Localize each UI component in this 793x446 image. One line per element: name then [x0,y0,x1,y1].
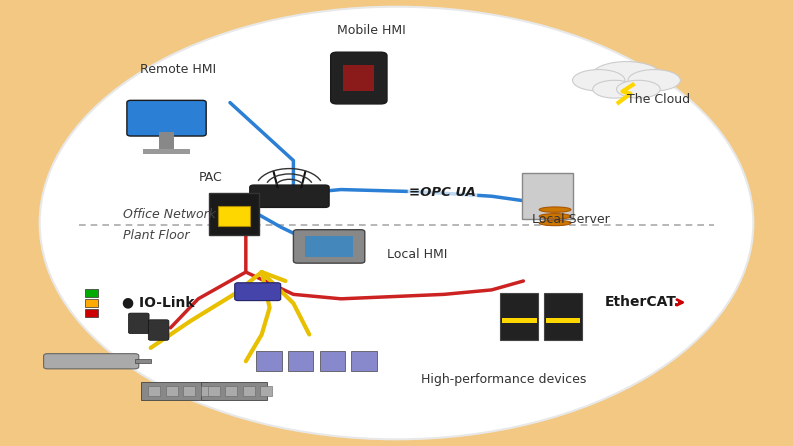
Bar [208,386,220,396]
FancyBboxPatch shape [288,351,313,371]
FancyBboxPatch shape [235,283,281,301]
FancyBboxPatch shape [500,293,538,340]
Bar [343,65,374,91]
FancyBboxPatch shape [44,354,139,369]
Bar [85,309,98,317]
Ellipse shape [592,62,661,90]
Ellipse shape [617,80,661,98]
Ellipse shape [539,220,571,226]
FancyBboxPatch shape [256,351,282,371]
Text: The Cloud: The Cloud [626,92,690,106]
FancyBboxPatch shape [351,351,377,371]
Bar [183,386,195,396]
Bar [243,386,255,396]
Text: Mobile HMI: Mobile HMI [337,24,405,37]
FancyBboxPatch shape [218,206,250,226]
Text: Remote HMI: Remote HMI [140,62,216,76]
Bar [135,359,151,363]
Ellipse shape [539,214,571,219]
Bar [502,318,537,323]
Text: Local HMI: Local HMI [387,248,447,261]
Text: EtherCAT.: EtherCAT. [605,295,680,310]
Text: ≡OPC UA: ≡OPC UA [409,186,476,199]
Bar [225,386,237,396]
Bar [305,236,353,257]
FancyBboxPatch shape [331,52,387,104]
Ellipse shape [573,70,625,91]
Text: High-performance devices: High-performance devices [421,373,586,387]
FancyBboxPatch shape [293,230,365,263]
FancyBboxPatch shape [320,351,345,371]
Bar [260,386,272,396]
Bar [166,386,178,396]
Text: ● IO-Link: ● IO-Link [122,295,195,310]
Ellipse shape [628,70,680,91]
FancyBboxPatch shape [148,320,169,340]
Bar [85,289,98,297]
FancyBboxPatch shape [128,313,149,334]
Text: Office Network: Office Network [123,207,216,221]
Ellipse shape [40,7,753,439]
FancyBboxPatch shape [141,382,208,400]
FancyBboxPatch shape [250,185,329,207]
Bar [85,299,98,307]
FancyBboxPatch shape [209,193,259,235]
Bar [143,149,190,154]
Text: Local Server: Local Server [532,213,610,226]
Text: Plant Floor: Plant Floor [123,228,190,242]
FancyBboxPatch shape [522,173,573,219]
Bar [148,386,160,396]
Bar [201,386,213,396]
FancyBboxPatch shape [544,293,582,340]
Bar [159,132,174,149]
FancyBboxPatch shape [201,382,267,400]
Text: PAC: PAC [198,171,222,184]
FancyBboxPatch shape [127,100,206,136]
Ellipse shape [593,80,637,98]
Ellipse shape [539,207,571,212]
Bar [546,318,580,323]
